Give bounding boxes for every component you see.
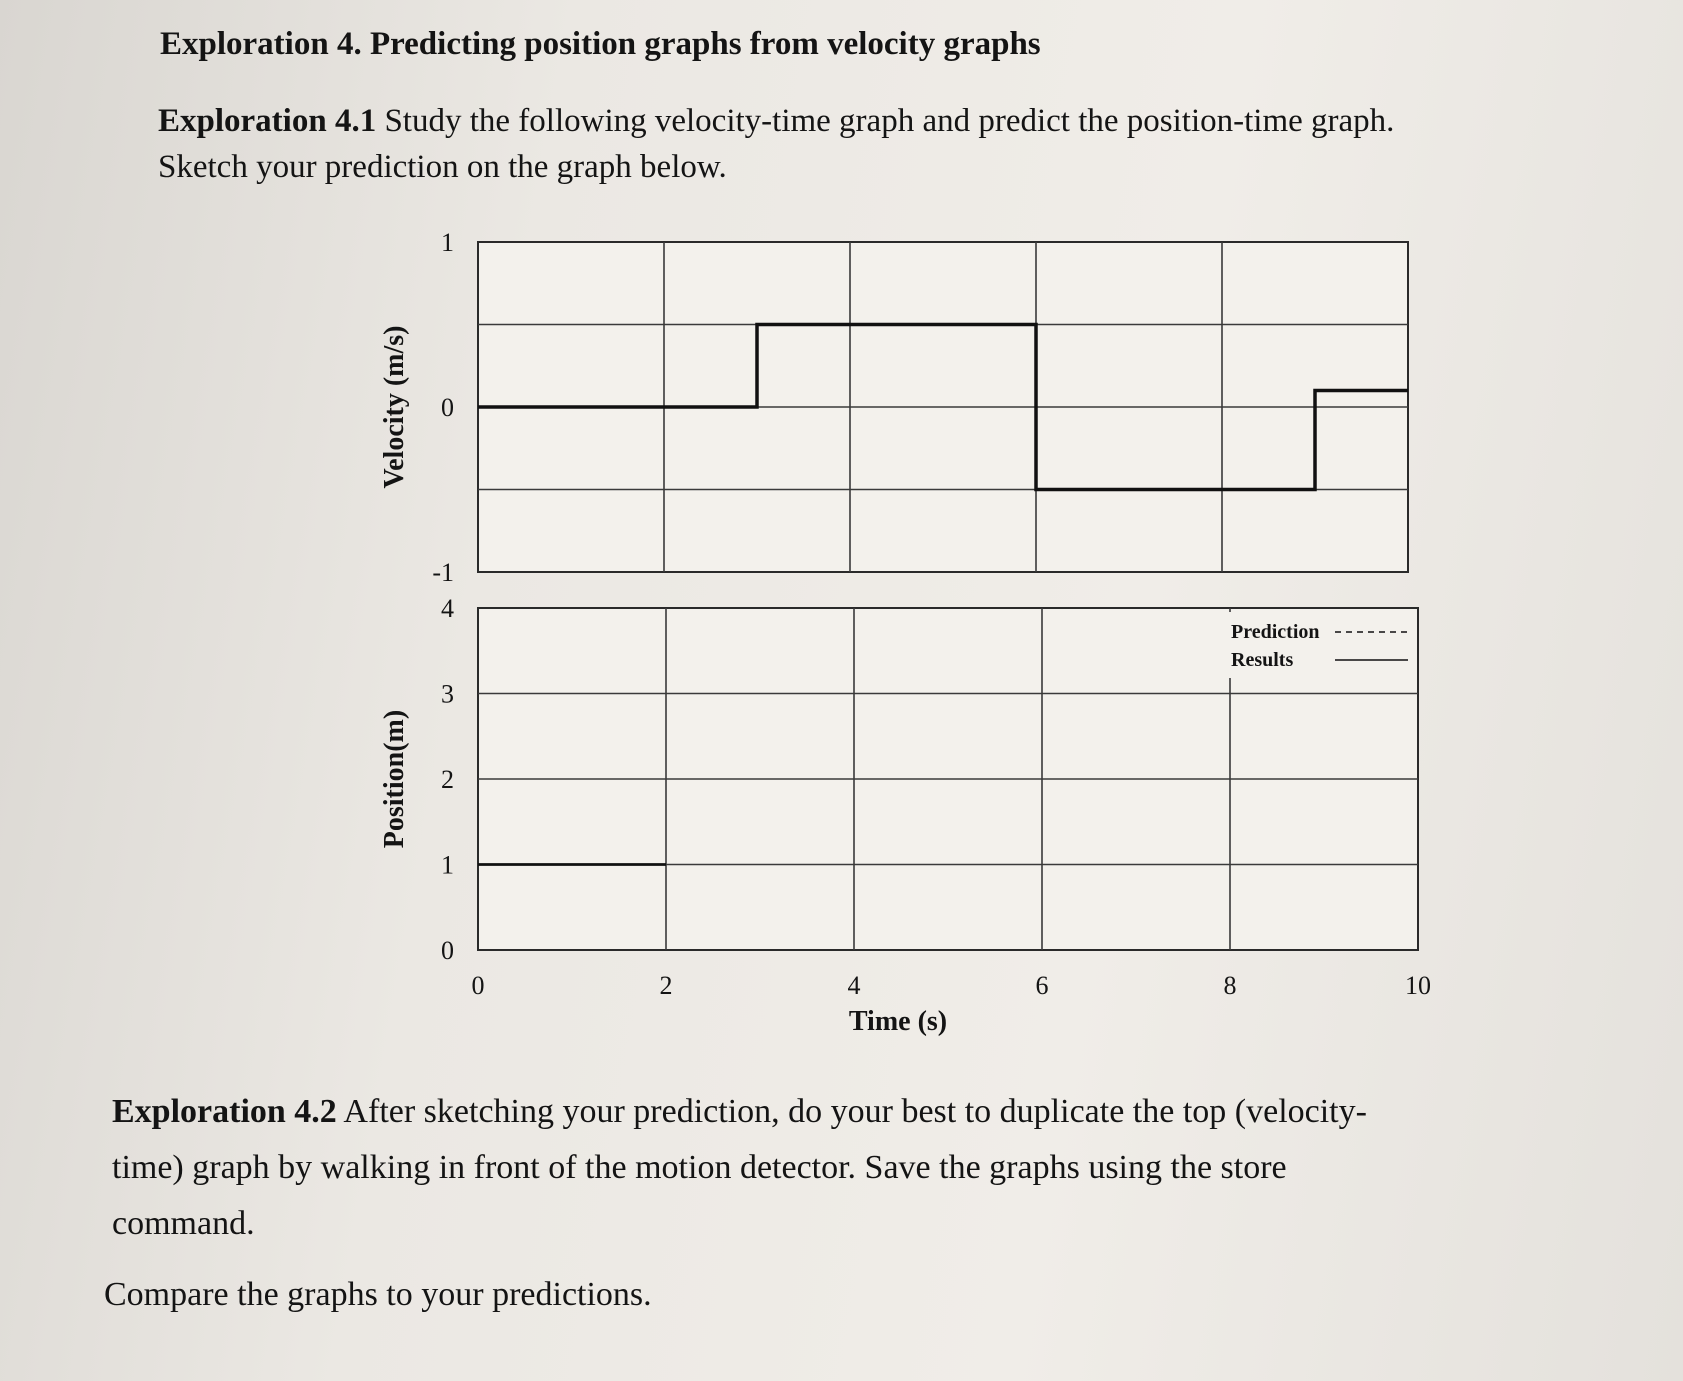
y-tick-label: 0: [441, 936, 454, 965]
x-tick-label: 6: [1036, 971, 1049, 1000]
exploration-4-1-line1: Study the following velocity-time graph …: [376, 103, 1395, 139]
x-tick-label: 2: [660, 971, 673, 1000]
exploration-4-1-label: Exploration 4.1: [158, 103, 377, 139]
y-tick-label: -1: [432, 558, 454, 587]
exploration-4-2-line2: time) graph by walking in front of the m…: [112, 1149, 1287, 1186]
y-tick-label: 1: [441, 228, 454, 257]
legend-label: Prediction: [1231, 621, 1320, 643]
legend-label: Results: [1231, 649, 1293, 671]
x-tick-label: 0: [472, 971, 485, 1000]
y-tick-label: 1: [441, 851, 454, 880]
exploration-4-1-line2: Sketch your prediction on the graph belo…: [158, 149, 727, 185]
legend-box: [1223, 612, 1413, 678]
exploration-4-1-text: Exploration 4.1 Study the following velo…: [158, 98, 1394, 190]
y-axis-label: Position(m): [379, 710, 410, 848]
x-tick-label: 4: [848, 971, 861, 1000]
y-tick-label: 3: [441, 680, 454, 709]
x-tick-label: 8: [1224, 971, 1237, 1000]
page-heading: Exploration 4. Predicting position graph…: [160, 26, 1041, 62]
series-line: [478, 322, 1408, 492]
exploration-4-2-label: Exploration 4.2: [112, 1093, 337, 1130]
y-tick-label: 0: [441, 393, 454, 422]
exploration-4-2-text: Exploration 4.2 After sketching your pre…: [112, 1084, 1367, 1252]
y-tick-label: 2: [441, 765, 454, 794]
x-tick-label: 10: [1405, 971, 1431, 1000]
exploration-4-2-line3: command.: [112, 1205, 255, 1242]
y-axis-label: Velocity (m/s): [379, 325, 410, 488]
velocity-time-chart: 1 0 -1 Velocity (m/s): [379, 228, 1409, 587]
x-axis-label: Time (s): [849, 1006, 947, 1037]
y-tick-label: 4: [441, 594, 454, 623]
exploration-4-2-line1: After sketching your prediction, do your…: [336, 1093, 1367, 1130]
compare-instruction: Compare the graphs to your predictions.: [104, 1276, 652, 1313]
